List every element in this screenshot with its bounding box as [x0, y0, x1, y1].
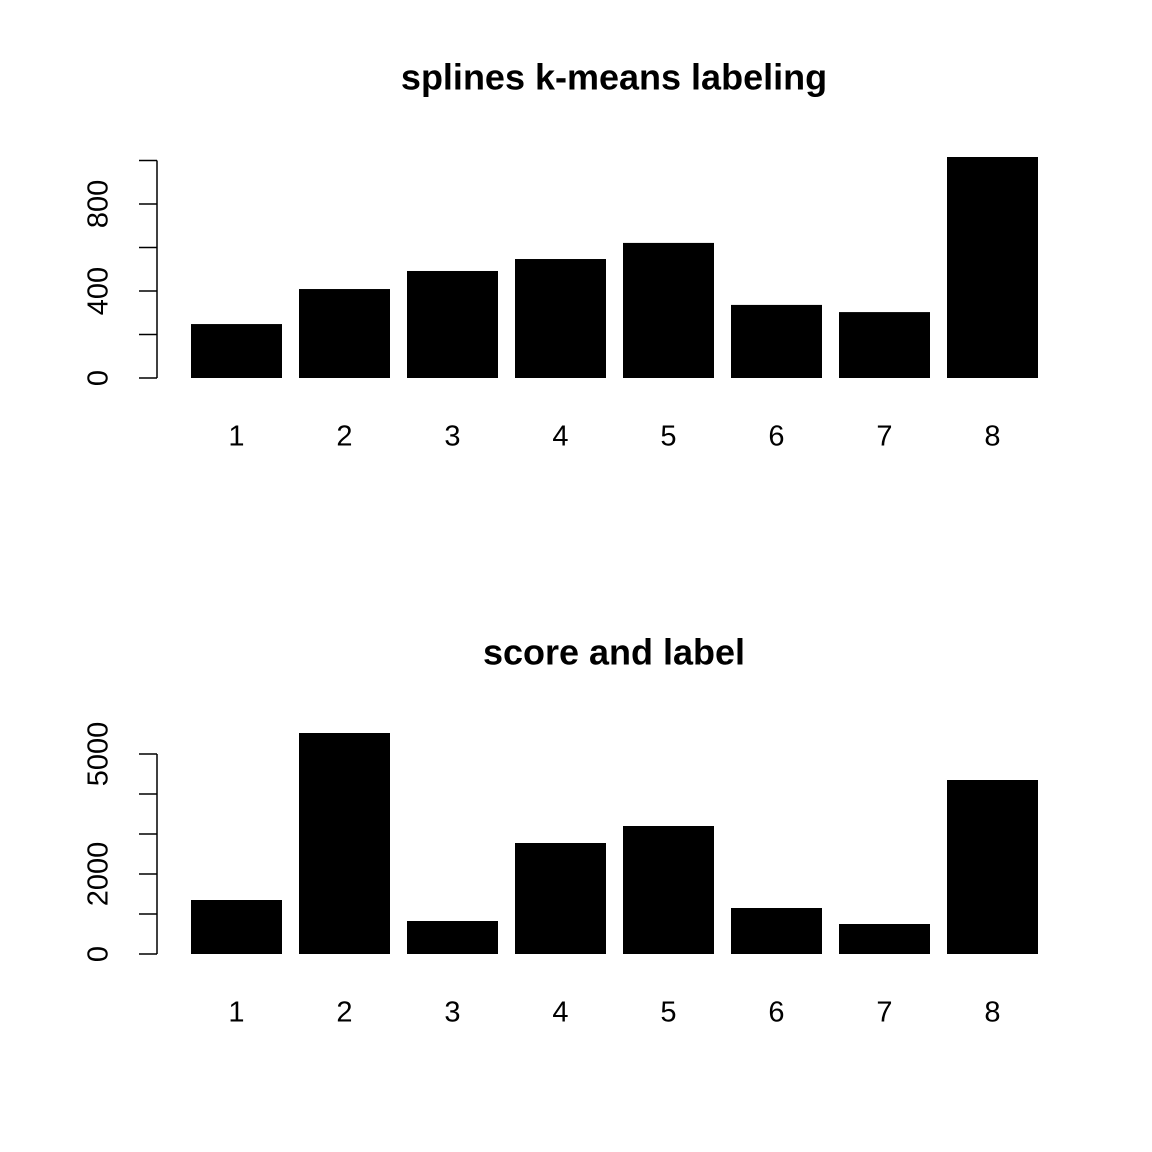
bar [299, 289, 390, 378]
bar [191, 324, 282, 378]
x-tick-label: 2 [336, 997, 352, 1029]
x-tick-label: 5 [660, 421, 676, 453]
x-tick-label: 6 [768, 421, 784, 453]
bar [515, 259, 606, 378]
x-tick-label: 5 [660, 997, 676, 1029]
x-tick-label: 1 [228, 421, 244, 453]
bar [515, 843, 606, 954]
bar [731, 304, 822, 378]
bar [407, 270, 498, 378]
bar [623, 826, 714, 954]
x-tick-label: 2 [336, 421, 352, 453]
x-tick-label: 3 [444, 997, 460, 1029]
x-tick-label: 4 [552, 997, 568, 1029]
bar [839, 924, 930, 954]
x-tick-label: 4 [552, 421, 568, 453]
y-tick-label: 800 [83, 180, 115, 228]
bar [299, 733, 390, 954]
bar [191, 900, 282, 954]
chart-title: score and label [483, 632, 745, 673]
x-tick-label: 8 [984, 421, 1000, 453]
y-tick-label: 0 [83, 370, 115, 386]
bar [407, 921, 498, 954]
y-tick-label: 400 [83, 267, 115, 315]
x-tick-label: 7 [876, 421, 892, 453]
chart-title: splines k-means labeling [401, 57, 827, 98]
x-tick-label: 1 [228, 997, 244, 1029]
x-tick-label: 3 [444, 421, 460, 453]
bar [839, 312, 930, 378]
bar [947, 157, 1038, 378]
x-tick-label: 7 [876, 997, 892, 1029]
y-tick-label: 0 [83, 946, 115, 962]
y-tick-label: 2000 [83, 842, 115, 907]
x-tick-label: 6 [768, 997, 784, 1029]
bar [947, 780, 1038, 954]
x-tick-label: 8 [984, 997, 1000, 1029]
y-tick-label: 5000 [83, 722, 115, 787]
bar [731, 908, 822, 954]
bar [623, 242, 714, 378]
